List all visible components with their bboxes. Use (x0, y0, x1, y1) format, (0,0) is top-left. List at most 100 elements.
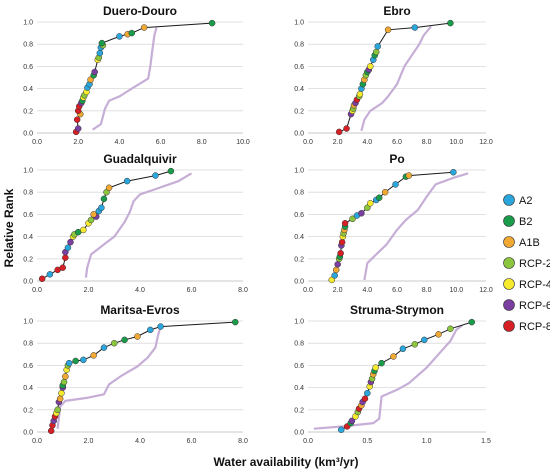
data-point-rcp-8 (361, 395, 369, 402)
legend-item-b2: B2 (503, 215, 532, 228)
data-point-b2 (232, 318, 239, 326)
data-point-rcp-2 (447, 325, 454, 333)
panel-maritsa-evros: 0.0 0.2 0.4 0.6 0.8 1.0 0.0 2.0 4.0 6.0 8.0 Maritsa… (23, 303, 248, 445)
projection-line (331, 171, 454, 281)
data-point-a2 (65, 359, 73, 367)
x-tick-label: 12.0 (479, 139, 493, 146)
legend-label: B2 (519, 216, 532, 228)
legend-marker (503, 278, 515, 290)
y-tick-label: 0.2 (294, 407, 304, 414)
data-point-a2 (152, 172, 159, 179)
historical-line (56, 326, 162, 429)
panel-title: Ebro (383, 4, 410, 18)
data-point-a2 (123, 177, 131, 185)
y-tick-label: 0.0 (294, 131, 304, 138)
data-point-a2 (421, 336, 428, 344)
x-tick-label: 10.0 (236, 139, 250, 146)
x-tick-label: 8.0 (197, 139, 207, 146)
projection-line (50, 321, 236, 432)
data-point-rcp-2 (111, 339, 118, 347)
legend-marker (503, 215, 515, 227)
data-point-a2 (64, 244, 72, 251)
data-point-a2 (331, 272, 338, 279)
data-point-rcp-4 (58, 389, 65, 397)
data-point-a2 (392, 181, 399, 188)
x-tick-label: 6.0 (392, 287, 402, 294)
data-point-b2 (447, 19, 454, 27)
y-tick-label: 0.8 (294, 190, 304, 197)
panel-title: Duero-Douro (103, 4, 177, 18)
data-point-rcp-6 (334, 261, 341, 268)
y-tick-label: 1.0 (294, 168, 304, 175)
data-point-a2 (450, 168, 457, 176)
legend-item-rcp-4: RCP-4 (503, 278, 550, 291)
legend-marker (503, 320, 515, 332)
data-point-a1b (140, 24, 148, 31)
legend: A2 B2 A1B RCP-2 RCP-4 RCP-6 RCP-8 (503, 194, 550, 333)
legend-item-a1b: A1B (503, 236, 540, 249)
y-tick-label: 0.4 (23, 86, 33, 93)
data-point-a1b (56, 395, 64, 402)
projection-line (338, 22, 451, 133)
data-point-a2 (157, 323, 164, 330)
panel-guadalquivir: 0.0 0.2 0.4 0.6 0.8 1.0 0.0 2.0 4.0 6.0 8.0 Guadalq… (23, 152, 248, 294)
x-tick-label: 0.0 (303, 438, 313, 445)
historical-line (313, 324, 463, 430)
data-point-rcp-8 (62, 254, 69, 261)
data-point-rcp-2 (364, 204, 371, 211)
legend-label: RCP-2 (519, 258, 550, 270)
x-tick-label: 2.0 (333, 139, 343, 146)
legend-item-rcp-6: RCP-6 (503, 299, 550, 312)
data-point-rcp-4 (328, 276, 335, 284)
x-tick-label: 4.0 (115, 139, 125, 146)
data-point-a2 (364, 389, 371, 397)
historical-line (360, 25, 432, 132)
data-point-rcp-8 (38, 275, 46, 283)
historical-line (84, 172, 193, 278)
legend-label: RCP-4 (519, 279, 550, 291)
data-point-b2 (378, 359, 385, 367)
y-tick-label: 1.0 (294, 20, 304, 27)
data-point-a1b (381, 188, 389, 196)
data-point-b2 (100, 195, 108, 203)
data-point-a2 (80, 356, 87, 364)
legend-marker (503, 194, 515, 206)
x-tick-label: 2.0 (84, 287, 94, 294)
data-point-rcp-4 (372, 364, 379, 371)
data-point-rcp-8 (337, 250, 344, 257)
data-point-rcp-4 (356, 90, 364, 98)
data-point-a1b (90, 352, 97, 359)
data-point-rcp-2 (60, 378, 68, 386)
y-tick-label: 1.0 (23, 20, 33, 27)
data-point-rcp-8 (338, 238, 346, 246)
data-point-a1b (105, 184, 113, 192)
data-point-rcp-2 (372, 48, 380, 56)
data-point-rcp-8 (335, 128, 343, 136)
data-point-a2 (411, 24, 419, 31)
data-point-a1b (435, 331, 442, 338)
panel-title: Guadalquivir (103, 152, 177, 166)
data-point-a2 (374, 43, 381, 50)
y-tick-label: 0.2 (294, 256, 304, 263)
x-tick-label: 2.0 (84, 438, 94, 445)
x-tick-label: 4.0 (135, 287, 145, 294)
y-tick-label: 0.6 (294, 212, 304, 219)
x-tick-label: 0.0 (32, 287, 42, 294)
historical-line (91, 27, 158, 131)
y-axis-title: Relative Rank (2, 188, 16, 267)
y-tick-label: 0.2 (23, 407, 33, 414)
data-point-b2 (121, 336, 128, 344)
historical-line (363, 172, 469, 281)
data-point-b2 (128, 29, 136, 37)
data-point-a1b (405, 172, 413, 179)
y-tick-label: 0.2 (294, 108, 304, 115)
data-point-rcp-2 (411, 341, 419, 348)
x-tick-label: 6.0 (156, 139, 166, 146)
x-tick-label: 1.5 (481, 438, 491, 445)
data-point-rcp-4 (80, 226, 87, 234)
y-tick-label: 0.6 (23, 363, 33, 370)
projection-line (75, 22, 213, 133)
x-tick-label: 4.0 (135, 438, 145, 445)
x-tick-label: 12.0 (479, 287, 493, 294)
